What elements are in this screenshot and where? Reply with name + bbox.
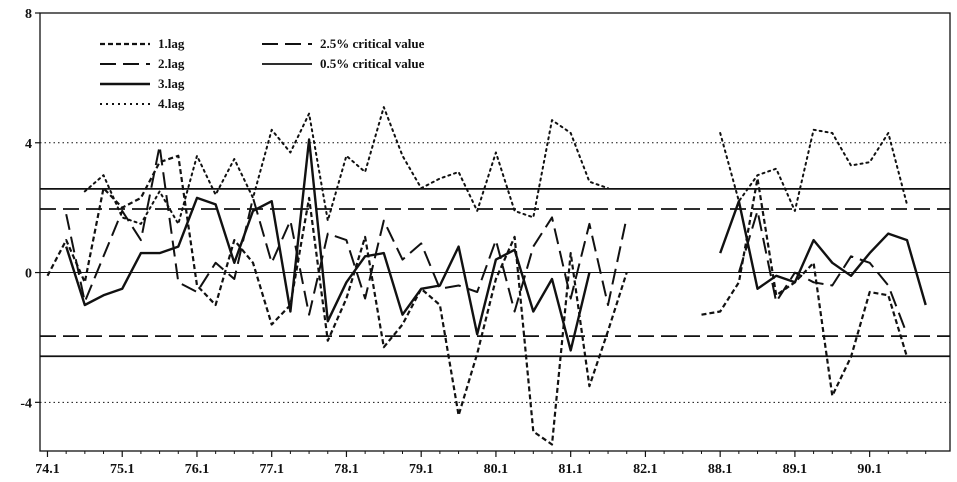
x-tick-label-0: 74.1	[35, 462, 60, 477]
x-tick-label-2: 76.1	[185, 462, 210, 477]
y-tick-label-0: 8	[25, 7, 32, 22]
legend-label-4: 2.5% critical value	[320, 36, 425, 51]
legend-label-2: 3.lag	[158, 76, 185, 91]
x-tick-label-11: 90.1	[857, 462, 882, 477]
legend-label-1: 2.lag	[158, 56, 185, 71]
y-tick-label-2: 0	[25, 267, 32, 282]
x-axis: 74.1 75.1 76.1 77.1 78.1 79.1 80.1 81.1 82.1 88.1…	[35, 451, 927, 477]
x-tick-label-10: 89.1	[783, 462, 808, 477]
series-line-3-lag	[65, 138, 927, 352]
legend-label-3: 4.lag	[158, 96, 185, 111]
x-tick-label-5: 79.1	[409, 462, 434, 477]
x-tick-label-9: 88.1	[708, 462, 733, 477]
legend-label-0: 1.lag	[158, 36, 185, 51]
y-tick-label-1: 4	[25, 137, 32, 152]
y-axis: 8 4 0 -4	[20, 7, 40, 411]
legend: 1.lag 2.lag 3.lag 4.lag 2.5% critical value 0…	[100, 36, 425, 111]
series-line-2-lag	[65, 145, 908, 335]
y-tick-label-3: -4	[20, 396, 32, 411]
x-tick-label-7: 81.1	[558, 462, 583, 477]
x-tick-label-8: 82.1	[633, 462, 658, 477]
legend-label-5: 0.5% critical value	[320, 56, 425, 71]
x-tick-label-4: 78.1	[334, 462, 359, 477]
series-line-1-lag	[46, 154, 909, 446]
plot-frame	[39, 12, 951, 452]
series-layer	[46, 106, 927, 446]
x-tick-label-3: 77.1	[259, 462, 284, 477]
x-tick-label-6: 80.1	[484, 462, 509, 477]
x-tick-label-1: 75.1	[110, 462, 135, 477]
series-line-4-lag	[83, 106, 908, 225]
